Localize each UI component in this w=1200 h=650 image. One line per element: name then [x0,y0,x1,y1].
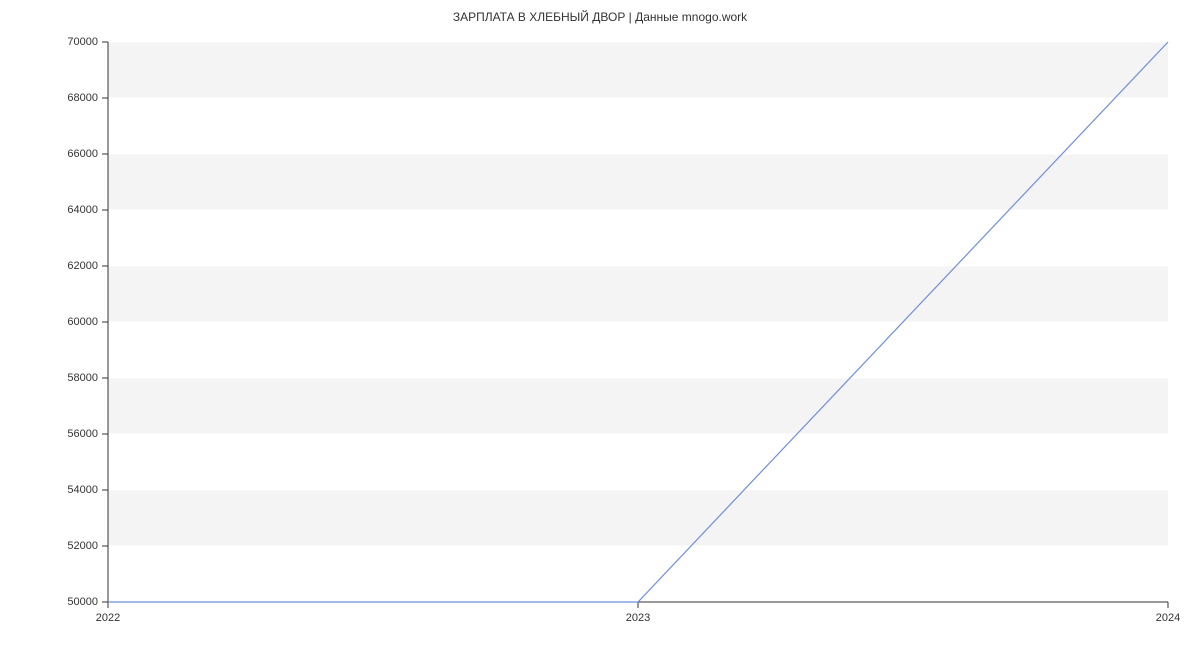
chart-title: ЗАРПЛАТА В ХЛЕБНЫЙ ДВОР | Данные mnogo.w… [0,10,1200,24]
y-tick-label: 50000 [54,596,98,608]
x-tick-label: 2022 [96,612,120,624]
x-tick-label: 2024 [1156,612,1180,624]
salary-line-chart: ЗАРПЛАТА В ХЛЕБНЫЙ ДВОР | Данные mnogo.w… [0,0,1200,650]
y-tick-label: 54000 [54,484,98,496]
plot-area [108,42,1168,602]
y-tick-label: 66000 [54,148,98,160]
x-tick-label: 2023 [626,612,650,624]
y-tick-label: 62000 [54,260,98,272]
y-tick-label: 70000 [54,36,98,48]
y-tick-label: 58000 [54,372,98,384]
y-tick-label: 56000 [54,428,98,440]
y-tick-label: 52000 [54,540,98,552]
y-tick-label: 68000 [54,92,98,104]
y-tick-label: 64000 [54,204,98,216]
y-tick-label: 60000 [54,316,98,328]
